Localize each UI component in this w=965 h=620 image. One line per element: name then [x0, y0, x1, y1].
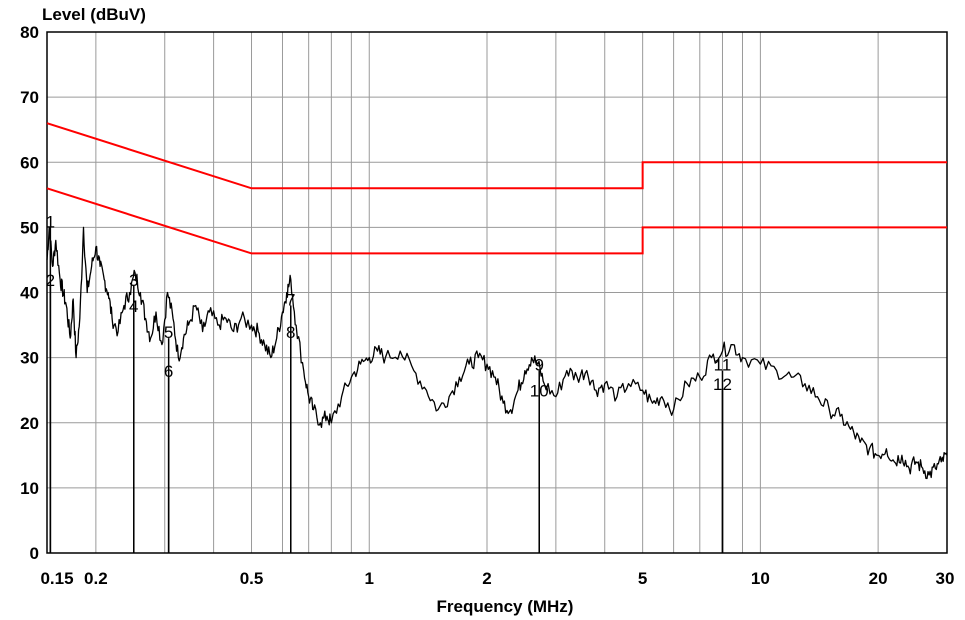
marker-7-label: 7 [286, 291, 295, 310]
plot-frame [46, 31, 948, 554]
series-layer [46, 226, 948, 480]
y-tick-label: 80 [20, 23, 39, 42]
limit-line [46, 122, 947, 190]
marker-12-label: 12 [713, 375, 732, 394]
y-tick-label: 0 [30, 544, 39, 563]
y-tick-label: 60 [20, 153, 39, 172]
x-tick-label: 20 [869, 569, 888, 588]
marker-6-label: 6 [164, 362, 173, 381]
y-tick-label: 40 [20, 284, 39, 303]
marker-9-label: 9 [534, 356, 543, 375]
x-tick-label: 2 [482, 569, 491, 588]
y-tick-label: 10 [20, 479, 39, 498]
y-tick-label: 70 [20, 88, 39, 107]
x-tick-label: 0.15 [40, 569, 73, 588]
limit-line [46, 187, 947, 255]
marker-3-label: 3 [129, 271, 138, 290]
marker-10-label: 10 [530, 382, 549, 401]
marker-1-label: 1 [46, 212, 55, 231]
marker-4-label: 4 [129, 297, 138, 316]
y-tick-label: 20 [20, 414, 39, 433]
limit-lines [46, 122, 947, 255]
marker-2-label: 2 [46, 271, 55, 290]
x-tick-label: 1 [365, 569, 374, 588]
x-tick-label: 10 [751, 569, 770, 588]
x-tick-label: 0.5 [240, 569, 264, 588]
marker-11-label: 11 [714, 356, 732, 375]
y-tick-label: 50 [20, 218, 39, 237]
marker-8-label: 8 [286, 323, 295, 342]
x-tick-label: 0.2 [84, 569, 108, 588]
marker-5-label: 5 [164, 323, 173, 342]
x-tick-label: 30 [936, 569, 955, 588]
x-tick-label: 5 [638, 569, 647, 588]
y-axis-title: Level (dBuV) [42, 5, 146, 24]
level-trace [46, 226, 948, 480]
y-tick-label: 30 [20, 349, 39, 368]
grid-layer [47, 32, 947, 553]
x-axis-title: Frequency (MHz) [437, 597, 574, 616]
